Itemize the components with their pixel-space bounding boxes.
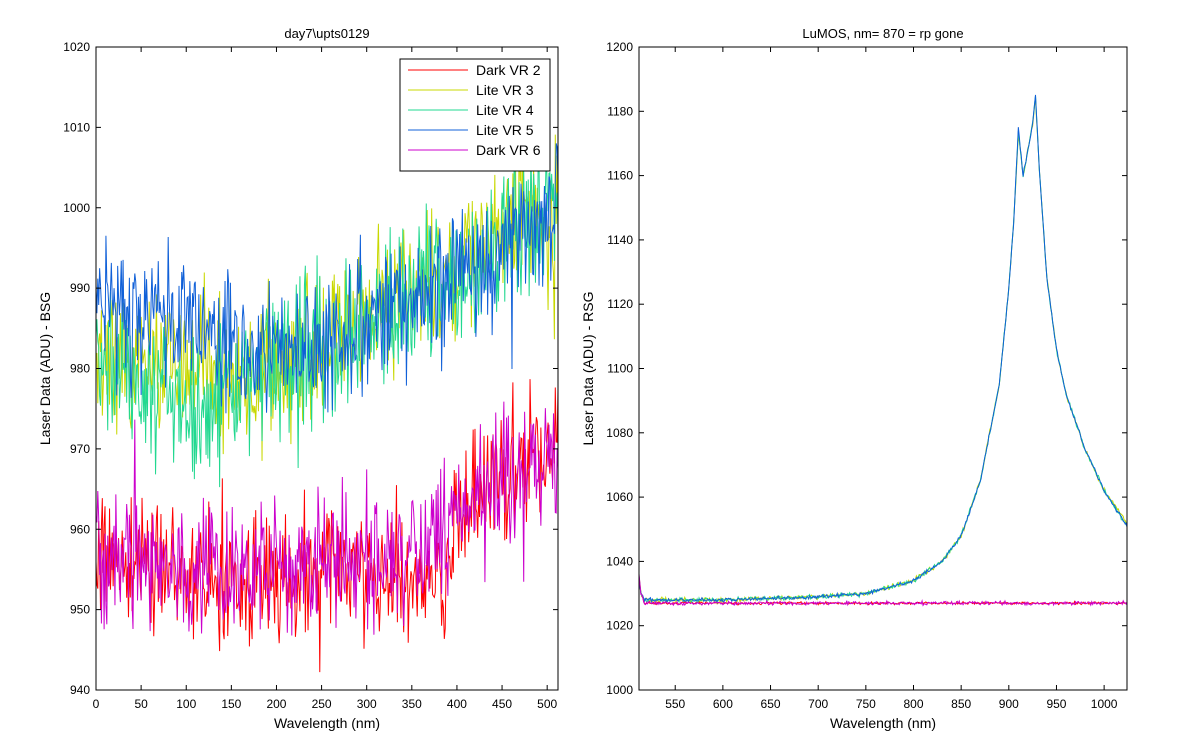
y-tick-label: 1040 [606,554,633,568]
x-tick-label: 300 [357,697,377,711]
x-tick-label: 600 [713,697,733,711]
x-axis-label: Wavelength (nm) [830,715,936,731]
x-tick-label: 900 [999,697,1019,711]
chart-title: day7\upts0129 [284,26,369,41]
x-tick-label: 250 [312,697,332,711]
legend-label: Lite VR 4 [476,102,534,118]
legend-box [399,58,551,172]
x-tick-label: 650 [761,697,781,711]
x-tick-label: 1000 [1091,697,1118,711]
series-group [639,94,1127,607]
x-tick-label: 0 [93,697,100,711]
series-line-5 [639,573,1127,607]
x-tick-label: 800 [903,697,923,711]
legend-label: Dark VR 2 [476,62,541,78]
x-tick-label: 700 [808,697,828,711]
x-tick-label: 150 [221,697,241,711]
legend-label: Lite VR 3 [476,82,534,98]
y-tick-label: 970 [70,442,90,456]
y-tick-label: 980 [70,362,90,376]
y-tick-label: 990 [70,281,90,295]
x-tick-label: 450 [492,697,512,711]
y-tick-label: 1140 [607,233,633,247]
legend-label: Dark VR 6 [476,142,541,158]
y-tick-label: 1120 [607,297,633,311]
y-tick-label: 1010 [63,120,90,134]
y-tick-label: 950 [70,603,90,617]
y-tick-label: 1000 [606,683,633,697]
y-tick-label: 1160 [607,169,633,183]
y-tick-label: 960 [70,522,90,536]
y-axis-label: Laser Data (ADU) - RSG [580,291,596,445]
y-tick-label: 1180 [607,104,633,118]
x-tick-label: 950 [1046,697,1066,711]
y-tick-label: 1020 [63,40,90,54]
x-tick-label: 550 [665,697,685,711]
x-tick-label: 350 [402,697,422,711]
x-tick-label: 850 [951,697,971,711]
plot-area [639,47,1127,690]
x-tick-label: 50 [134,697,148,711]
y-tick-label: 940 [70,683,90,697]
series-group [96,111,558,673]
series-line-4 [96,143,558,414]
y-tick-label: 1060 [606,490,633,504]
x-tick-label: 200 [266,697,286,711]
x-tick-label: 100 [176,697,196,711]
y-axis-label: Laser Data (ADU) - BSG [37,292,53,445]
series-line-4 [639,94,1127,604]
series-line-5 [96,401,558,636]
x-axis-label: Wavelength (nm) [274,715,380,731]
y-tick-label: 1080 [606,426,633,440]
y-tick-label: 1100 [607,362,633,376]
x-tick-label: 750 [856,697,876,711]
y-tick-label: 1020 [606,619,633,633]
legend: Dark VR 2 Lite VR 3 Lite VR 4 Lite VR 5 Dark… [399,58,551,172]
legend-label: Lite VR 5 [476,122,534,138]
left-chart: 0 50 100 150 200 250 300 350 400 450 500 940 950 960 9… [37,26,559,731]
chart-title: LuMOS, nm= 870 = rp gone [802,26,963,41]
y-tick-label: 1200 [606,40,633,54]
x-tick-label: 400 [447,697,467,711]
right-chart: 550 600 650 700 750 800 850 900 950 1000 1000 1020 1… [580,26,1128,731]
x-tick-label: 500 [537,697,557,711]
y-tick-label: 1000 [63,201,90,215]
